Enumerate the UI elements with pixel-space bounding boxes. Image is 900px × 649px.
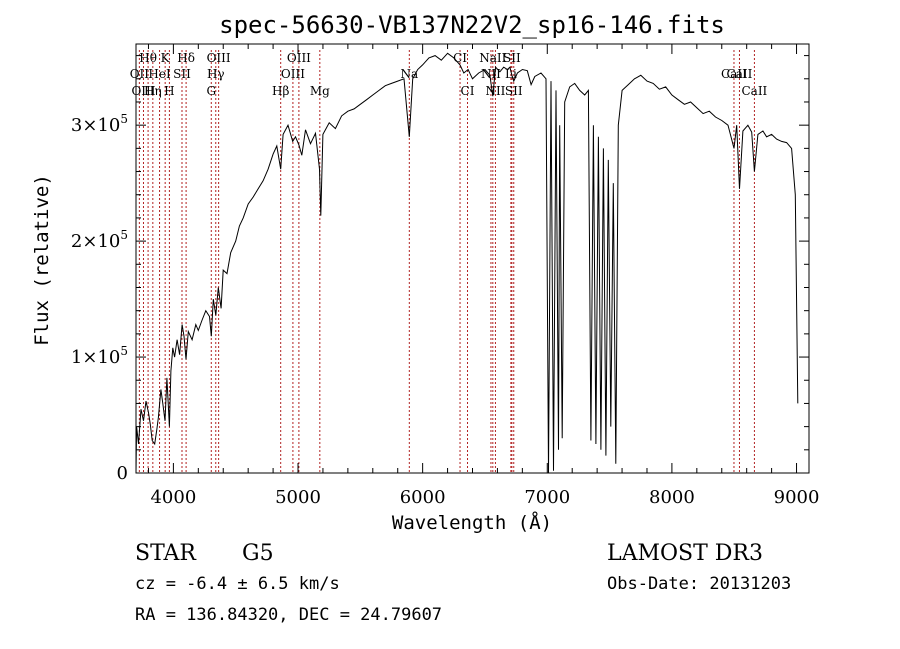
marker-label-k: K: [161, 51, 171, 65]
y-axis-ticks: 0 1×105 2×105 3×105: [71, 55, 809, 484]
survey-name: LAMOST DR3: [607, 541, 763, 566]
plot-frame: [135, 43, 810, 474]
marker-label-hei: HeI: [148, 67, 171, 81]
marker-label-sii: SII: [503, 51, 521, 65]
marker-label-mg: Mg: [310, 84, 330, 98]
marker-label-oiii: OIII: [131, 84, 155, 98]
y-tick-label: 0: [117, 463, 128, 484]
x-axis-label: Wavelength (Å): [392, 511, 552, 534]
spectrum-series: [135, 52, 799, 474]
marker-label-h: H: [164, 84, 174, 98]
y-tick-label: 1×105: [71, 344, 128, 368]
y-tick-label: 2×105: [71, 228, 128, 252]
marker-label-sii: SII: [505, 84, 523, 98]
redshift-cz: cz = -6.4 ± 6.5 km/s: [135, 574, 340, 594]
y-axis-label: Flux (relative): [31, 174, 53, 346]
chart-title: spec-56630-VB137N22V2_sp16-146.fits: [219, 11, 725, 39]
marker-label-hθ: Hθ: [139, 51, 157, 65]
marker-label-g: G: [206, 84, 216, 98]
marker-label-hβ: Hβ: [272, 84, 289, 98]
marker-label-hγ: Hγ: [207, 67, 225, 81]
observation-date: Obs-Date: 20131203: [607, 574, 791, 594]
marker-label-oiii: OIII: [281, 67, 305, 81]
marker-label-ci: CI: [461, 84, 475, 98]
coordinates: RA = 136.84320, DEC = 24.79607: [135, 605, 442, 625]
marker-label-sii: SII: [173, 67, 191, 81]
marker-label-caii: CaII: [741, 84, 767, 98]
object-class: STAR: [135, 541, 197, 566]
x-axis-ticks: 4000 5000 6000 7000 8000 9000: [147, 44, 820, 508]
x-tick-label: 5000: [275, 487, 321, 508]
marker-label-oii: OII: [130, 67, 150, 81]
object-subclass: G5: [242, 541, 274, 566]
marker-label-hδ: Hδ: [177, 51, 195, 65]
x-tick-label: 4000: [150, 487, 196, 508]
x-tick-label: 9000: [774, 487, 820, 508]
marker-label-li: Li: [505, 67, 517, 81]
marker-label-naii: NaII: [479, 51, 506, 65]
marker-label-hη: Hη: [144, 84, 162, 98]
spectral-line-markers: [138, 50, 755, 473]
marker-label-oiii: OIII: [287, 51, 311, 65]
x-tick-label: 8000: [649, 487, 695, 508]
marker-label-caii: CaII: [727, 67, 753, 81]
x-tick-label: 7000: [524, 487, 570, 508]
marker-label-nii: NII: [481, 67, 501, 81]
x-tick-label: 6000: [400, 487, 446, 508]
marker-label-ci: CI: [453, 51, 467, 65]
marker-label-nii: NII: [485, 84, 505, 98]
y-tick-label: 3×105: [71, 112, 128, 136]
marker-label-caii: CaII: [721, 67, 747, 81]
marker-label-oiii: OIII: [207, 51, 231, 65]
